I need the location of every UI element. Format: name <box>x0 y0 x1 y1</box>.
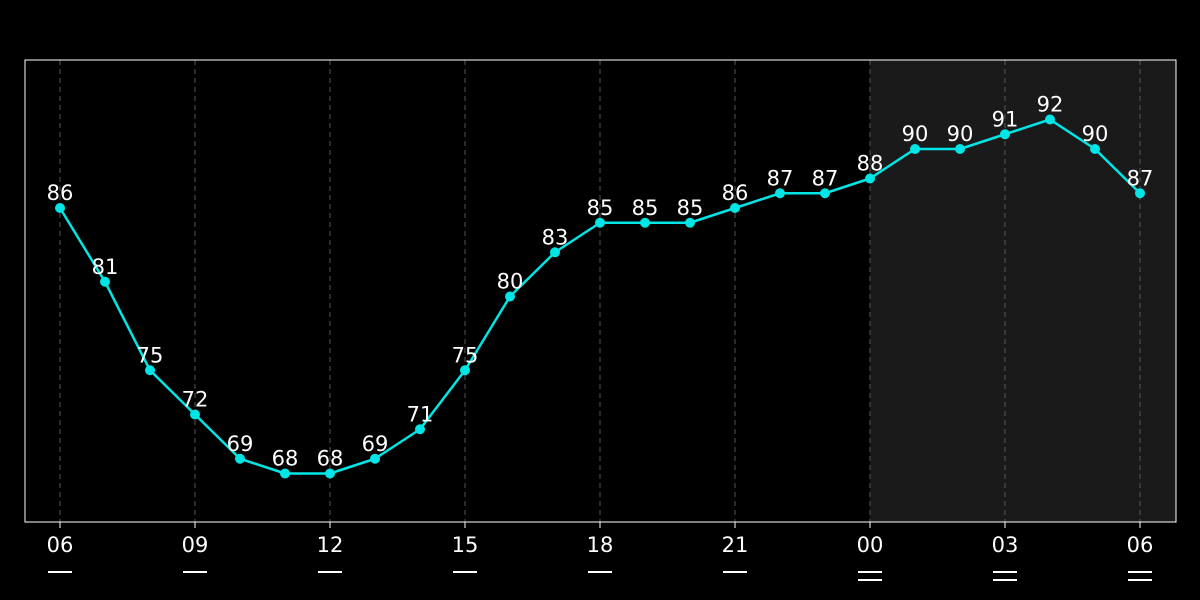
data-points <box>55 114 1145 479</box>
x-tick-label: 06 <box>47 533 74 557</box>
data-point <box>55 203 65 213</box>
night-shaded-region <box>870 60 1176 522</box>
x-tick-label: 03 <box>992 533 1019 557</box>
data-point <box>820 188 830 199</box>
data-label: 68 <box>317 447 344 471</box>
data-label: 75 <box>137 343 164 367</box>
data-label: 87 <box>812 166 839 190</box>
data-labels: 86 81 75 72 69 68 68 69 71 75 80 83 85 85 85 86 87 87 88 90… <box>47 93 1154 471</box>
data-point <box>775 188 785 199</box>
data-label: 69 <box>362 432 389 456</box>
data-point <box>730 203 740 213</box>
data-point <box>1135 188 1145 199</box>
data-label: 86 <box>47 181 74 205</box>
data-label: 71 <box>407 402 434 426</box>
data-point <box>235 453 245 464</box>
data-point <box>190 409 200 420</box>
data-point <box>370 453 380 464</box>
data-label: 85 <box>632 196 659 220</box>
data-point <box>1045 114 1055 125</box>
data-label: 90 <box>947 122 974 146</box>
data-point <box>145 365 155 376</box>
x-tick-label: 06 <box>1127 533 1154 557</box>
data-label: 85 <box>587 196 614 220</box>
data-label: 92 <box>1037 93 1064 117</box>
data-label: 87 <box>1127 166 1154 190</box>
data-point <box>325 468 335 479</box>
x-tick-label: 12 <box>317 533 344 557</box>
data-label: 90 <box>1082 122 1109 146</box>
data-label: 87 <box>767 166 794 190</box>
data-label: 85 <box>677 196 704 220</box>
data-point <box>910 144 920 154</box>
data-label: 91 <box>992 107 1019 131</box>
data-label: 72 <box>182 388 209 412</box>
data-point <box>100 276 110 287</box>
x-tick-label: 00 <box>857 533 884 557</box>
data-label: 88 <box>857 152 884 176</box>
data-point <box>640 217 650 228</box>
data-point <box>280 468 290 479</box>
data-point <box>505 291 515 302</box>
x-axis-ticks: 06 09 12 15 18 21 00 03 06 <box>47 522 1154 581</box>
x-tick-label: 15 <box>452 533 479 557</box>
data-point <box>955 144 965 154</box>
data-label: 90 <box>902 122 929 146</box>
x-tick-label: 21 <box>722 533 749 557</box>
data-label: 83 <box>542 225 569 249</box>
x-tick-label: 18 <box>587 533 614 557</box>
x-tick-label: 09 <box>182 533 209 557</box>
data-point <box>460 365 470 376</box>
data-point <box>685 217 695 228</box>
data-label: 68 <box>272 447 299 471</box>
data-point <box>550 247 560 258</box>
data-label: 69 <box>227 432 254 456</box>
data-label: 75 <box>452 343 479 367</box>
data-point <box>865 173 875 184</box>
data-point <box>1090 144 1100 154</box>
data-point <box>1000 129 1010 140</box>
data-point <box>595 217 605 228</box>
data-label: 80 <box>497 270 524 294</box>
data-label: 86 <box>722 181 749 205</box>
data-point <box>415 424 425 435</box>
data-label: 81 <box>92 255 119 279</box>
